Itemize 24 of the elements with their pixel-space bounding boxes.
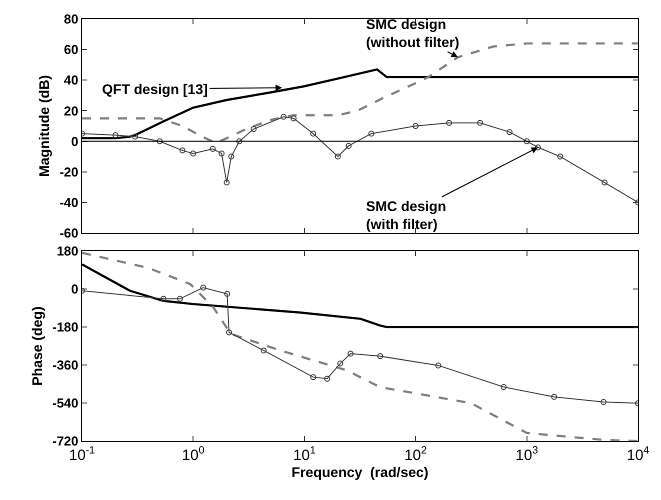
x-tick-label: 10$^{4}$ (626, 444, 650, 464)
y-tick-label: -180 (52, 320, 78, 335)
x-tick-label: 10$^{1}$ (293, 444, 316, 464)
y-axis-title: Magnitude (dB) (36, 75, 52, 177)
x-tick-label: 10$^{2}$ (404, 444, 428, 464)
y-tick-label: -20 (60, 164, 78, 180)
y-tick-label: 20 (64, 103, 78, 118)
y-tick-label: 60 (64, 42, 78, 58)
x-axis-title: Frequency (rad/sec) (292, 464, 428, 480)
x-tick-label: 10$^{3}$ (516, 444, 538, 464)
y-tick-label: 40 (64, 72, 78, 88)
y-tick-label: 180 (56, 244, 78, 259)
annotation: QFT design [13] (102, 81, 208, 97)
annotation: SMC design (with filter) (366, 198, 446, 232)
y-tick-label: -60 (60, 226, 78, 240)
y-tick-label: -40 (60, 194, 78, 210)
annotation: SMC design (without filter) (366, 16, 460, 50)
y-axis-title: Phase (deg) (28, 306, 45, 386)
y-tick-label: 0 (71, 282, 78, 297)
y-tick-label: 80 (64, 12, 78, 27)
y-tick-label: -540 (52, 396, 78, 411)
x-tick-label: 10$^{0}$ (182, 444, 205, 464)
y-tick-label: 0 (71, 134, 78, 149)
y-tick-label: -360 (52, 358, 78, 373)
